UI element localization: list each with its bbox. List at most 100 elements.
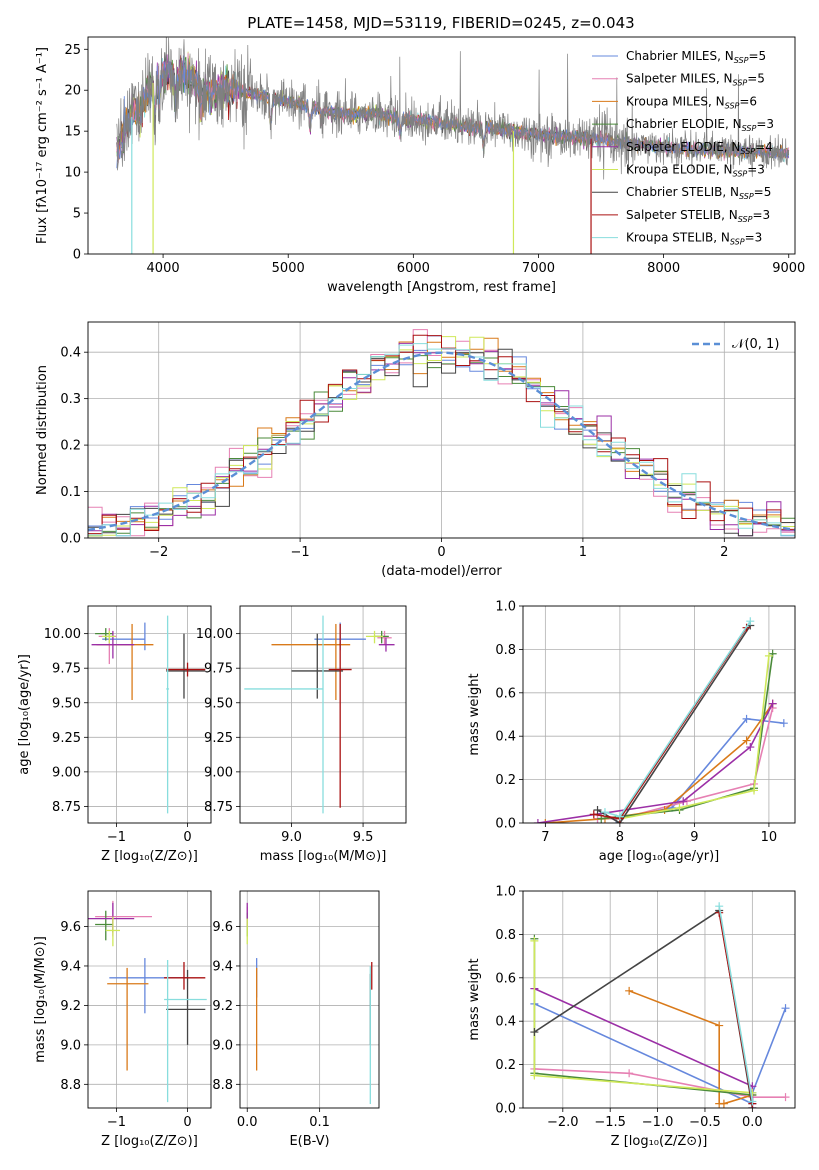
x-tick-label: 8000 — [647, 261, 680, 276]
weight-marker — [679, 797, 688, 806]
weight-marker — [746, 743, 755, 752]
y-tick-label: 0.1 — [60, 485, 81, 500]
weight-marker — [625, 986, 634, 995]
x-axis-label: wavelength [Angstrom, rest frame] — [327, 280, 556, 295]
legend-entry: Chabrier ELODIE, NSSP=3 — [626, 117, 774, 133]
weight-marker — [675, 803, 684, 812]
y-tick-label: 10 — [64, 166, 81, 181]
y-tick-label: 8.75 — [204, 800, 233, 815]
weight-marker — [530, 936, 539, 945]
axes-frame — [239, 605, 407, 824]
weight-marker — [715, 1021, 724, 1030]
y-tick-label: 25 — [64, 43, 81, 58]
axes-frame — [522, 890, 796, 1109]
y-tick-label: 0.4 — [60, 346, 81, 361]
legend-entry: Kroupa STELIB, NSSP=3 — [626, 231, 762, 247]
y-tick-label: 9.75 — [52, 662, 81, 677]
y-tick-label: 9.4 — [60, 959, 81, 974]
weight-line — [718, 906, 754, 1102]
y-tick-label: 9.2 — [212, 999, 233, 1014]
x-tick-label: 1 — [579, 545, 587, 560]
weight-line — [593, 627, 748, 820]
panel-age-vs-mass: 9.0 9.5 8.75 9.00 9.25 9.50 9.75 10.00 mass [log… — [196, 605, 407, 864]
model-spectrum-line — [116, 52, 790, 163]
x-tick-label: 9000 — [772, 261, 805, 276]
x-tick-label: 7 — [541, 830, 549, 845]
x-axis-label: Z [log₁₀(Z/Z⊙)] — [101, 849, 198, 864]
legend-entry: Salpeter STELIB, NSSP=3 — [626, 208, 770, 224]
weight-marker — [768, 699, 777, 708]
weight-marker — [746, 617, 755, 626]
plot-area — [523, 606, 795, 823]
y-tick-label: 9.25 — [52, 731, 81, 746]
weight-line — [534, 1003, 787, 1105]
x-tick-label: −2 — [149, 545, 168, 560]
weight-marker — [715, 902, 724, 911]
y-tick-label: 0.0 — [495, 817, 516, 832]
y-axis-label: mass weight — [467, 673, 482, 755]
y-tick-label: 0.0 — [60, 532, 81, 547]
y-tick-label: 0 — [73, 248, 81, 263]
weight-line — [534, 1068, 786, 1098]
weight-marker — [742, 736, 751, 745]
y-axis-label: Normed distribution — [35, 365, 50, 495]
y-tick-label: 9.0 — [212, 1038, 233, 1053]
weight-marker — [768, 649, 777, 658]
panel-age-vs-Z: −1 0 8.75 9.00 9.25 9.50 9.75 10.00 Z [log₁₀(Z/Z… — [17, 605, 212, 864]
weight-marker — [615, 812, 624, 821]
y-tick-label: 0.8 — [495, 643, 516, 658]
x-tick-label: 5000 — [272, 261, 305, 276]
weight-marker — [764, 651, 773, 660]
axes-frame — [87, 321, 796, 539]
weight-line — [619, 655, 770, 820]
panel-mass-weight-vs-Z: −2.0 −1.5 −1.0 −0.5 0.0 0.0 0.2 0.4 0.6 0.8 1.0 Z [… — [467, 885, 796, 1149]
x-tick-label: −2.0 — [547, 1115, 579, 1130]
plot-area — [240, 606, 406, 823]
plot-area — [88, 606, 211, 823]
y-axis-label: age [log₁₀(age/yr)] — [17, 654, 32, 775]
panel-spectrum: 4000 5000 6000 7000 8000 9000 0 5 10 15 20 25 wavele… — [35, 36, 805, 295]
y-tick-label: 0.3 — [60, 392, 81, 407]
axes-frame — [239, 890, 380, 1109]
y-tick-label: 9.6 — [212, 920, 233, 935]
x-tick-label: −1.0 — [642, 1115, 674, 1130]
histogram-line — [88, 348, 795, 537]
x-axis-label: mass [log₁₀(M/M⊙)] — [260, 849, 387, 864]
weight-line — [628, 990, 753, 1105]
weight-marker — [781, 1004, 790, 1013]
y-tick-label: 0.2 — [495, 773, 516, 788]
y-tick-label: 9.6 — [60, 920, 81, 935]
x-tick-label: 9 — [690, 830, 698, 845]
y-tick-label: 8.8 — [60, 1078, 81, 1093]
y-tick-label: 0.8 — [495, 928, 516, 943]
normal-curve — [88, 351, 795, 532]
weight-marker — [593, 805, 602, 814]
x-tick-label: 9.0 — [281, 830, 302, 845]
weight-marker — [600, 808, 609, 817]
x-tick-label: 0.1 — [309, 1115, 330, 1130]
y-tick-label: 10.00 — [44, 627, 81, 642]
x-tick-label: 0 — [183, 1115, 191, 1130]
y-tick-label: 8.75 — [52, 800, 81, 815]
weight-marker — [748, 1097, 757, 1106]
axes-frame — [87, 36, 796, 255]
y-tick-label: 10.00 — [196, 627, 233, 642]
y-tick-label: 20 — [64, 84, 81, 99]
weight-marker — [781, 1093, 790, 1102]
x-tick-label: 9.5 — [353, 830, 374, 845]
y-tick-label: 9.00 — [52, 765, 81, 780]
x-tick-label: 10 — [761, 830, 778, 845]
axes-frame — [522, 605, 796, 824]
weight-marker — [750, 786, 759, 795]
axes-frame — [87, 605, 212, 824]
plot-area — [240, 891, 379, 1108]
y-axis-label: Flux [fλ10⁻¹⁷ erg cm⁻² s⁻¹ A⁻¹] — [35, 47, 50, 244]
legend-entry: Salpeter ELODIE, NSSP=4 — [626, 140, 773, 156]
weight-marker — [589, 810, 598, 819]
legend-entry: Chabrier STELIB, NSSP=5 — [626, 185, 771, 201]
x-tick-label: −0.5 — [689, 1115, 721, 1130]
weight-marker — [625, 1069, 634, 1078]
panel-mass-weight-vs-age: 7 8 9 10 0.0 0.2 0.4 0.6 0.8 1.0 age [log₁₀(age/yr… — [467, 600, 796, 864]
y-axis-label: mass [log₁₀(M/M⊙)] — [33, 936, 48, 1063]
